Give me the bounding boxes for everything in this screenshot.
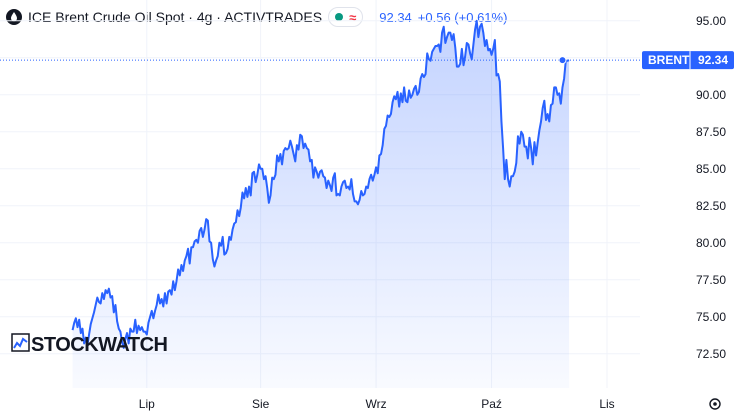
y-axis: 72.50 75.00 77.50 80.00 82.50 85.00 87.50 90.00… <box>696 14 726 361</box>
watermark-logo-box <box>11 333 30 352</box>
y-tick-label: 95.00 <box>696 14 726 28</box>
market-status-pill[interactable]: ≈ <box>328 7 364 27</box>
last-price-marker <box>558 56 567 65</box>
y-tick-label: 72.50 <box>696 347 726 361</box>
watermark-text: STOCKWATCH <box>31 334 168 356</box>
y-tick-label: 75.00 <box>696 310 726 324</box>
x-tick-label: Lis <box>599 397 614 411</box>
price-tag-value: 92.34 <box>698 53 728 67</box>
series-line <box>71 19 570 349</box>
y-tick-label: 85.00 <box>696 162 726 176</box>
price-tag-symbol: BRENT <box>648 53 690 67</box>
y-tick-label: 87.50 <box>696 125 726 139</box>
y-tick-label: 77.50 <box>696 273 726 287</box>
x-axis: Lip Sie Wrz Paź Lis <box>139 397 615 411</box>
watermark-logo-mark <box>13 337 28 349</box>
price-tag: BRENT 92.34 <box>642 51 734 70</box>
x-tick-label: Wrz <box>366 397 387 411</box>
series-area <box>72 20 570 389</box>
settings-icon[interactable] <box>709 398 721 410</box>
y-tick-label: 80.00 <box>696 236 726 250</box>
y-tick-label: 82.50 <box>696 199 726 213</box>
x-tick-label: Sie <box>252 397 270 411</box>
price-tag-background <box>642 51 734 70</box>
x-tick-label: Lip <box>139 397 155 411</box>
delayed-data-icon: ≈ <box>349 9 357 25</box>
market-open-dot <box>335 13 344 21</box>
x-tick-label: Paź <box>481 397 502 411</box>
y-tick-label: 90.00 <box>696 88 726 102</box>
stockwatch-watermark: STOCKWATCH <box>11 333 168 356</box>
